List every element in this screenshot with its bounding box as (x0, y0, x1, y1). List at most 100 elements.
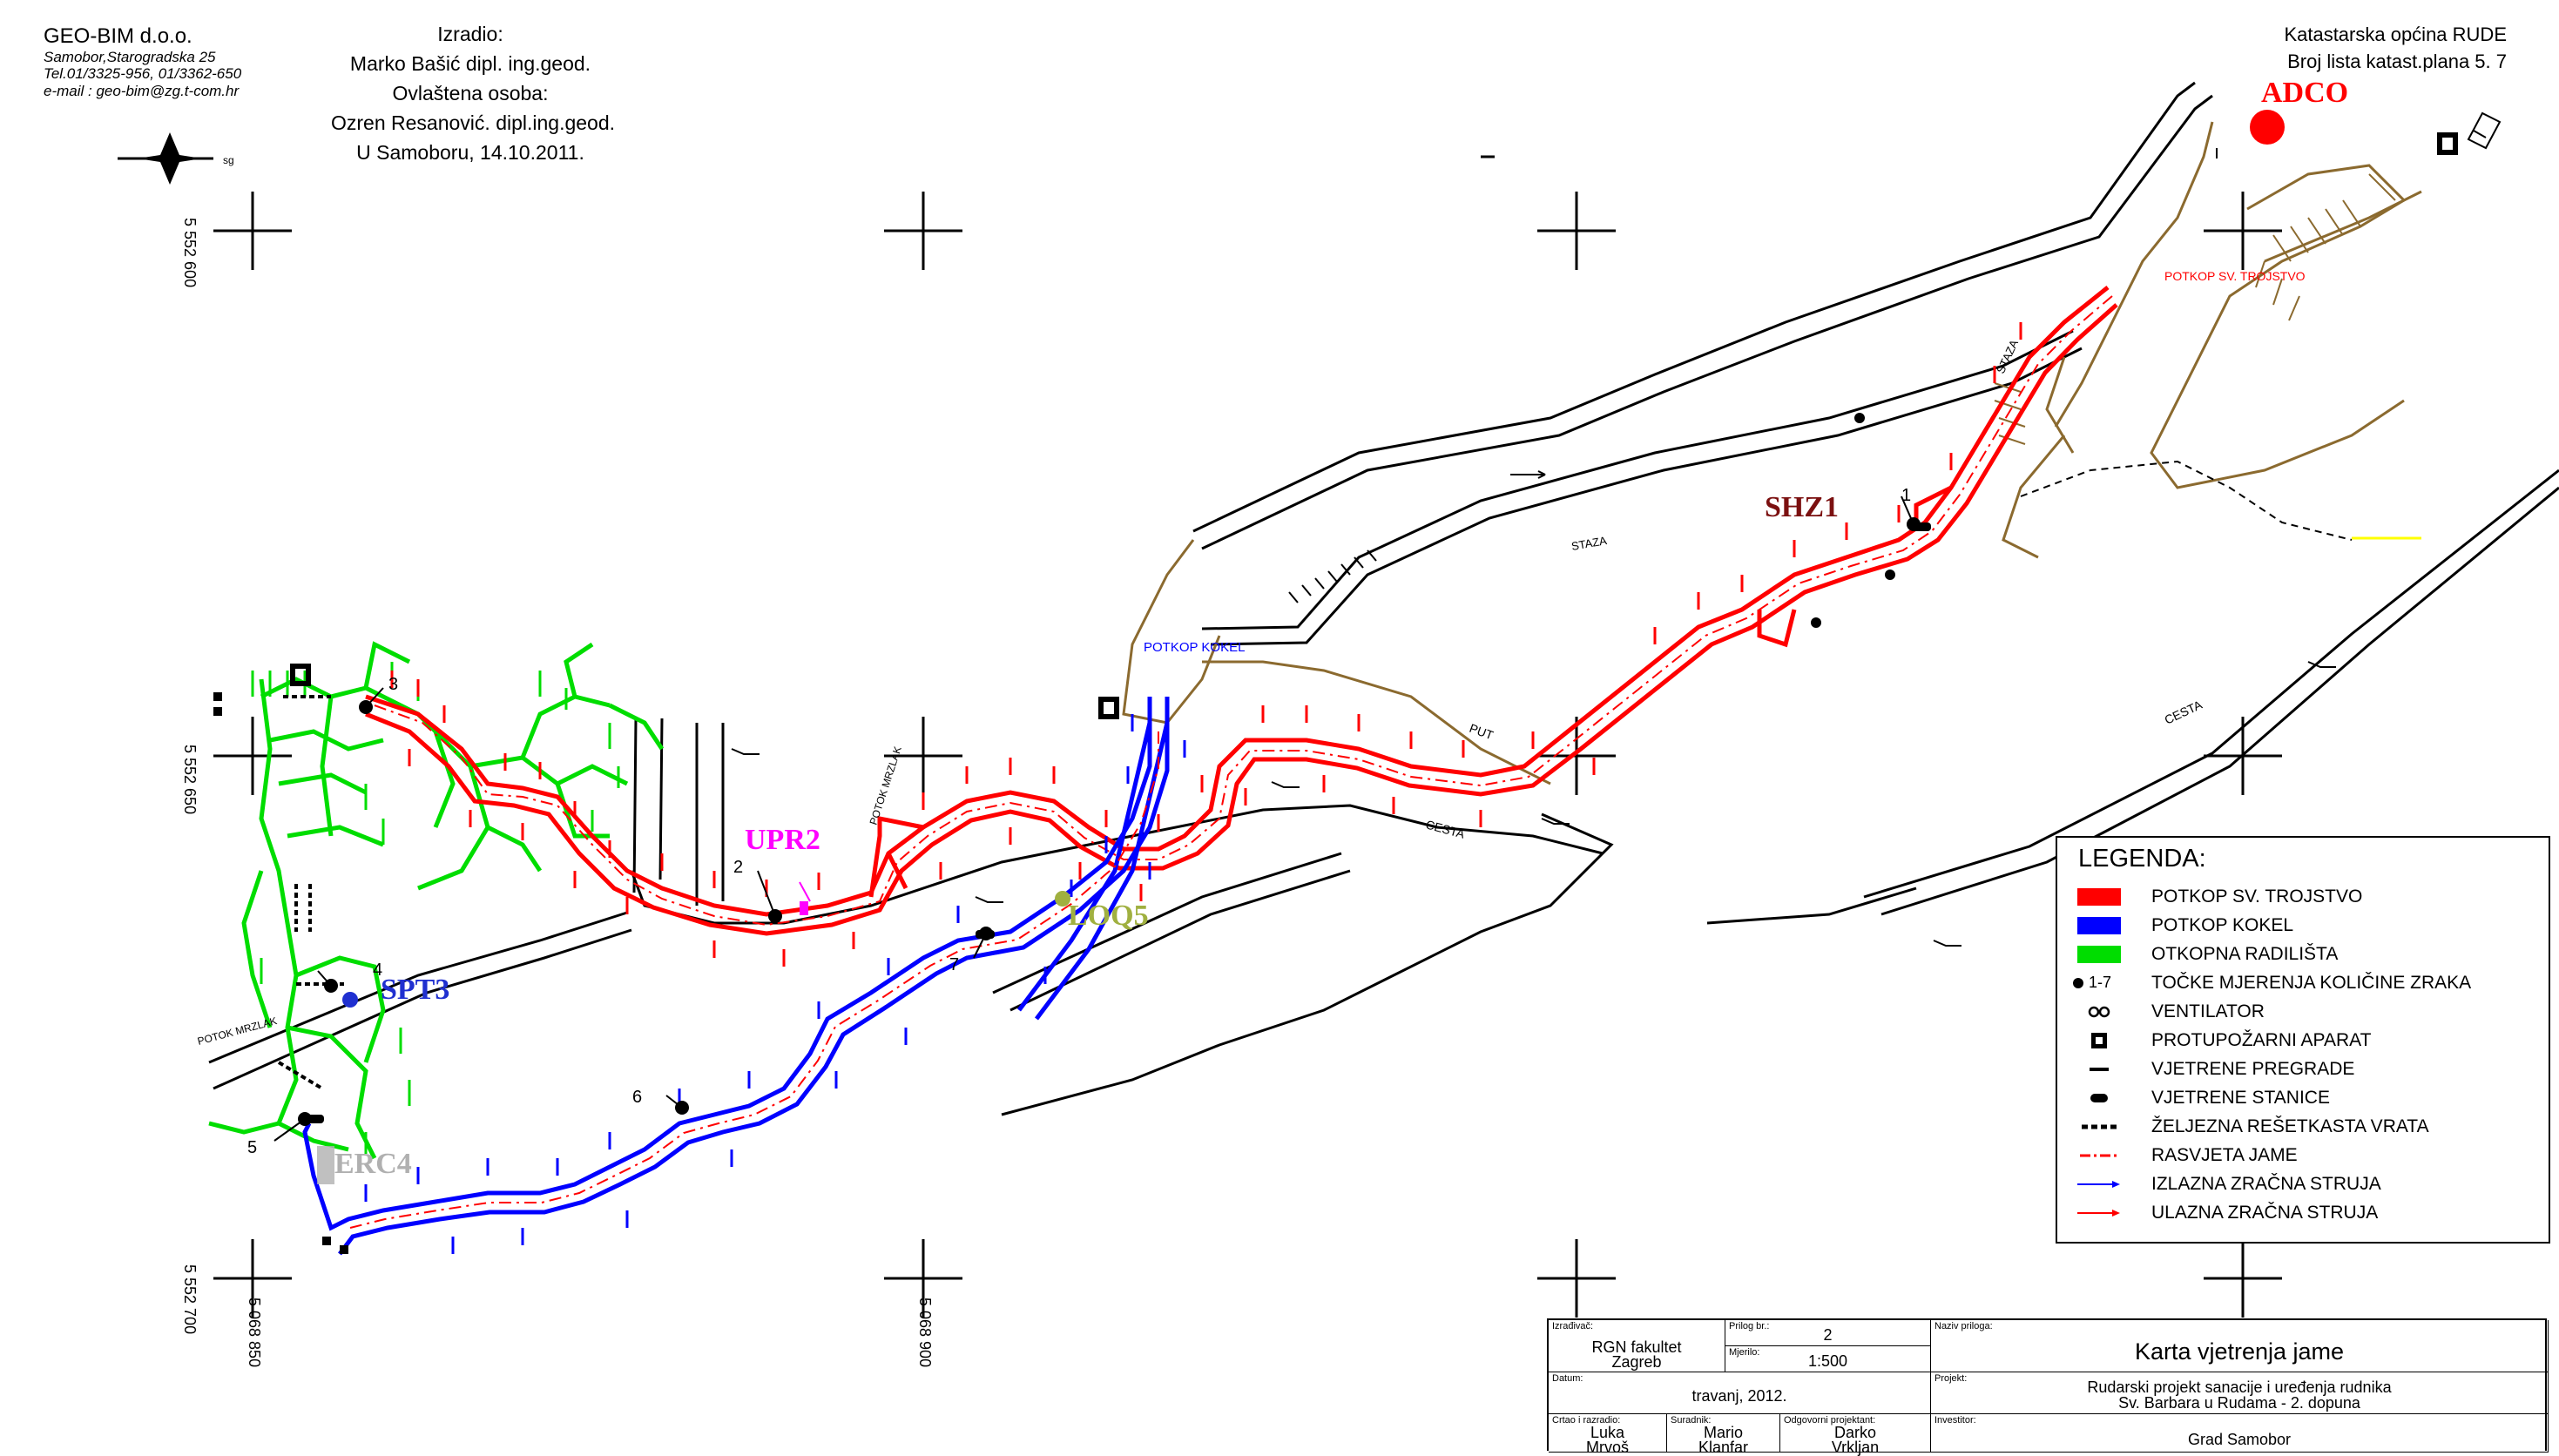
point-label-erc4: ERC4 (334, 1148, 412, 1180)
datum-cell: Datum: travanj, 2012. (1549, 1372, 1931, 1414)
izradivac-cell: Izrađivač: RGN fakultet Zagreb (1549, 1320, 1725, 1372)
legend-label: RASVJETA JAME (2151, 1144, 2298, 1165)
legend-item: VJETRENE PREGRADE (2073, 1055, 2533, 1083)
prilog-value: 2 (1823, 1326, 1833, 1344)
cesta-label-1: CESTA (1424, 817, 1467, 840)
grid-label-650: 5 552 650 (181, 745, 199, 814)
gate-dashed-icon (2082, 1124, 2117, 1129)
fan-icon (2088, 1006, 2110, 1017)
lighting-icon (2080, 1154, 2118, 1156)
legend-label: VJETRENE STANICE (2151, 1087, 2330, 1108)
suradnik-cell: Suradnik: Mario Klanfar (1667, 1414, 1780, 1456)
cadastre-block: Katastarska općina RUDE Broj lista katas… (2284, 21, 2507, 75)
measurement-label-7: 7 (949, 955, 959, 974)
legend-label: OTKOPNA RADILIŠTA (2151, 943, 2339, 964)
izradivac-value: RGN fakultet (1591, 1338, 1682, 1356)
exhaust-air-arrow-icon (2077, 1180, 2120, 1188)
projekt-line-2: Sv. Barbara u Rudama - 2. dopuna (2118, 1394, 2360, 1412)
legend-label: POTKOP SV. TROJSTVO (2151, 886, 2363, 907)
legend: LEGENDA: POTKOP SV. TROJSTVO POTKOP KOKE… (2056, 836, 2550, 1244)
upr2-marker-icon (800, 901, 808, 915)
put-label: PUT (1468, 721, 1496, 743)
north-arrow-icon (118, 132, 213, 185)
loq5-marker-icon (1055, 891, 1070, 907)
staza-label-1: STAZA (1570, 534, 1608, 553)
measurement-label-5: 5 (247, 1138, 257, 1157)
legend-label: PROTUPOŽARNI APARAT (2151, 1029, 2372, 1050)
grid-label-x850: 5 068 850 (246, 1298, 263, 1367)
point-label-loq5: LOQ5 (1068, 900, 1149, 932)
north-label: sg (223, 154, 234, 166)
legend-item: VJETRENE STANICE (2073, 1083, 2533, 1112)
grid-label-600: 5 552 600 (181, 218, 199, 287)
investitor-value: Grad Samobor (2187, 1431, 2292, 1448)
legend-item: OTKOPNA RADILIŠTA (2073, 940, 2533, 968)
fire-extinguisher-icon (1098, 697, 1119, 719)
cadastre-municipality: Katastarska općina RUDE (2284, 24, 2507, 45)
legend-title: LEGENDA: (2078, 845, 2206, 873)
point-label-shz1: SHZ1 (1765, 491, 1839, 523)
legend-label: POTKOP KOKEL (2151, 914, 2294, 935)
legend-item: IZLAZNA ZRAČNA STRUJA (2073, 1170, 2533, 1198)
crtao-cell: Crtao i razradio: Luka Mrvoš (1549, 1414, 1667, 1456)
company-name: GEO-BIM d.o.o. (44, 24, 192, 48)
prepared-label: Izradio: (437, 23, 503, 45)
potkop-sv-trojstvo (365, 286, 2118, 936)
authorized-label: Ovlaštena osoba: (392, 82, 549, 104)
measurement-label-3: 3 (388, 675, 398, 694)
measurement-label-4: 4 (373, 961, 382, 980)
fire-extinguisher-icon (2437, 132, 2458, 155)
prilog-cell: Prilog br.: 2 (1725, 1320, 1931, 1346)
red-swatch-icon (2077, 887, 2121, 906)
authorized-person: Ozren Resanović. dipl.ing.geod. (331, 111, 616, 134)
legend-item: POTKOP KOKEL (2073, 911, 2533, 940)
point-label-spt3: SPT3 (381, 974, 449, 1006)
legend-label: VJETRENE PREGRADE (2151, 1058, 2355, 1079)
legend-label: IZLAZNA ZRAČNA STRUJA (2151, 1173, 2381, 1194)
legend-item: ULAZNA ZRAČNA STRUJA (2073, 1198, 2533, 1227)
legend-item: VENTILATOR (2073, 997, 2533, 1026)
projekt-cell: Projekt: Rudarski projekt sanacije i ure… (1931, 1372, 2549, 1414)
point-label-adco: ADCO (2261, 77, 2348, 109)
adco-marker-icon (2250, 110, 2285, 145)
partition-bar-icon (2090, 1067, 2109, 1071)
grid-label-x900: 5 068 900 (916, 1298, 934, 1367)
blue-swatch-icon (2077, 916, 2121, 934)
prepared-author: Marko Bašić dipl. ing.geod. (349, 52, 591, 75)
measurement-label-6: 6 (632, 1088, 642, 1107)
prepared-block: Izradio: Marko Bašić dipl. ing.geod. Ovl… (331, 19, 616, 167)
legend-item: ŽELJEZNA REŠETKASTA VRATA (2073, 1112, 2533, 1141)
legend-item: POTKOP SV. TROJSTVO (2073, 882, 2533, 911)
fire-extinguisher-icon (290, 664, 311, 686)
cadastre-sheet: Broj lista katast.plana 5. 7 (2287, 51, 2507, 72)
potkop-kokel-label: POTKOP KOKEL (1144, 640, 1245, 655)
point-icon (2073, 977, 2083, 988)
company-block: GEO-BIM d.o.o. Samobor,Starogradska 25 T… (44, 24, 241, 99)
spt3-marker-icon (342, 992, 358, 1008)
legend-label: ŽELJEZNA REŠETKASTA VRATA (2151, 1116, 2429, 1136)
mjerilo-cell: Mjerilo: 1:500 (1725, 1346, 1931, 1372)
mjerilo-value: 1:500 (1807, 1352, 1848, 1370)
surface-roads (208, 81, 2559, 1116)
naziv-value: Karta vjetrenja jame (2134, 1338, 2345, 1365)
company-email: e-mail : geo-bim@zg.t-com.hr (44, 82, 240, 99)
grid-label-700: 5 552 700 (181, 1264, 199, 1334)
title-block: Izrađivač: RGN fakultet Zagreb Prilog br… (1547, 1318, 2549, 1456)
legend-label: TOČKE MJERENJA KOLIČINE ZRAKA (2151, 972, 2472, 993)
company-address: Samobor,Starogradska 25 (44, 48, 216, 65)
intake-air-arrow-icon (2077, 1209, 2120, 1217)
legend-item: RASVJETA JAME (2073, 1141, 2533, 1170)
legend-item: 1-7 TOČKE MJERENJA KOLIČINE ZRAKA (2073, 968, 2533, 997)
cesta-label-2: CESTA (2163, 698, 2205, 727)
legend-label: VENTILATOR (2151, 1001, 2265, 1021)
point-range: 1-7 (2089, 974, 2112, 991)
izradivac-city: Zagreb (1611, 1353, 1662, 1371)
point-label-upr2: UPR2 (745, 824, 820, 856)
place-date: U Samoboru, 14.10.2011. (356, 141, 584, 164)
measurement-label-1: 1 (1901, 486, 1911, 505)
datum-value: travanj, 2012. (1691, 1387, 1787, 1405)
naziv-cell: Naziv priloga: Karta vjetrenja jame (1931, 1320, 2549, 1372)
legend-label: ULAZNA ZRAČNA STRUJA (2151, 1202, 2379, 1223)
company-phone: Tel.01/3325-956, 01/3362-650 (44, 65, 242, 83)
